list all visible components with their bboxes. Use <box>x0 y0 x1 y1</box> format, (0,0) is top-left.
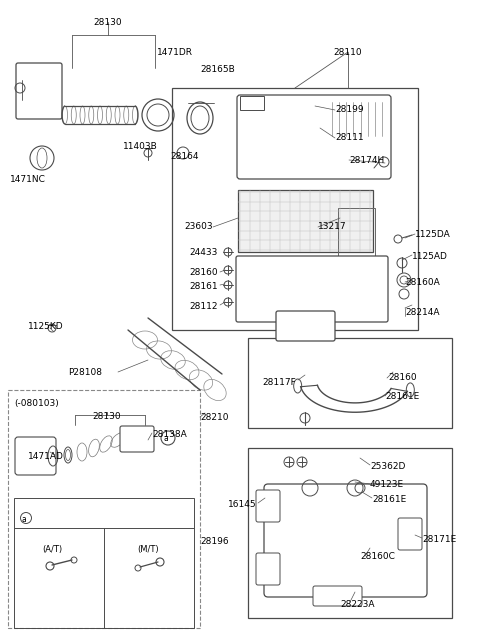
Text: 28112: 28112 <box>190 302 218 311</box>
Text: 28164: 28164 <box>171 152 199 161</box>
Text: 28161E: 28161E <box>385 392 419 401</box>
FancyBboxPatch shape <box>15 437 56 475</box>
FancyBboxPatch shape <box>237 95 391 179</box>
FancyBboxPatch shape <box>264 484 427 597</box>
Text: 1471AD: 1471AD <box>28 452 64 461</box>
Text: 28214A: 28214A <box>405 308 440 317</box>
Text: 49123E: 49123E <box>370 480 404 489</box>
Bar <box>8 390 200 628</box>
Text: 28210: 28210 <box>200 413 228 422</box>
Text: 13217: 13217 <box>318 222 347 231</box>
Text: 24433: 24433 <box>190 248 218 257</box>
Text: (M/T): (M/T) <box>137 545 159 554</box>
Text: 28171E: 28171E <box>422 535 456 544</box>
Text: 1471DR: 1471DR <box>157 48 193 57</box>
Text: 28117F: 28117F <box>262 378 296 387</box>
Bar <box>248 338 452 428</box>
Text: 28130: 28130 <box>93 412 121 421</box>
Text: 28138A: 28138A <box>152 430 187 439</box>
FancyBboxPatch shape <box>120 426 154 452</box>
FancyBboxPatch shape <box>16 63 62 119</box>
FancyBboxPatch shape <box>313 586 362 606</box>
Text: a: a <box>164 434 168 443</box>
FancyBboxPatch shape <box>238 190 373 252</box>
Text: 23603: 23603 <box>184 222 213 231</box>
Text: 28160: 28160 <box>388 373 417 382</box>
Text: 28160C: 28160C <box>360 552 395 561</box>
Text: 28174H: 28174H <box>349 156 384 165</box>
FancyBboxPatch shape <box>256 553 280 585</box>
Text: a: a <box>22 515 26 524</box>
Text: (-080103): (-080103) <box>14 399 59 408</box>
Text: 28199: 28199 <box>335 105 364 114</box>
Bar <box>248 448 452 618</box>
Text: 28110: 28110 <box>334 48 362 57</box>
Text: 1125AD: 1125AD <box>412 252 448 261</box>
Text: 1125KD: 1125KD <box>28 322 64 331</box>
Bar <box>172 88 418 330</box>
Text: 28161: 28161 <box>190 282 218 291</box>
Text: 25362D: 25362D <box>370 462 406 471</box>
Text: 28165B: 28165B <box>201 65 235 74</box>
Text: 16145: 16145 <box>228 500 257 509</box>
Text: 1471NC: 1471NC <box>10 175 46 184</box>
Bar <box>14 498 194 628</box>
Bar <box>240 96 264 110</box>
Text: P28108: P28108 <box>68 368 102 377</box>
Text: (A/T): (A/T) <box>42 545 62 554</box>
Text: 1125DA: 1125DA <box>415 230 451 239</box>
Text: 11403B: 11403B <box>122 142 157 151</box>
Text: 28196: 28196 <box>200 537 228 546</box>
FancyBboxPatch shape <box>276 311 335 341</box>
Text: 28160A: 28160A <box>405 278 440 287</box>
Text: 28223A: 28223A <box>340 600 374 609</box>
FancyBboxPatch shape <box>398 518 422 550</box>
Text: 28161E: 28161E <box>372 495 406 504</box>
FancyBboxPatch shape <box>236 256 388 322</box>
FancyBboxPatch shape <box>256 490 280 522</box>
Text: 28111: 28111 <box>335 133 364 142</box>
Text: 28130: 28130 <box>94 18 122 27</box>
Text: 28160: 28160 <box>190 268 218 277</box>
Bar <box>338 208 375 260</box>
